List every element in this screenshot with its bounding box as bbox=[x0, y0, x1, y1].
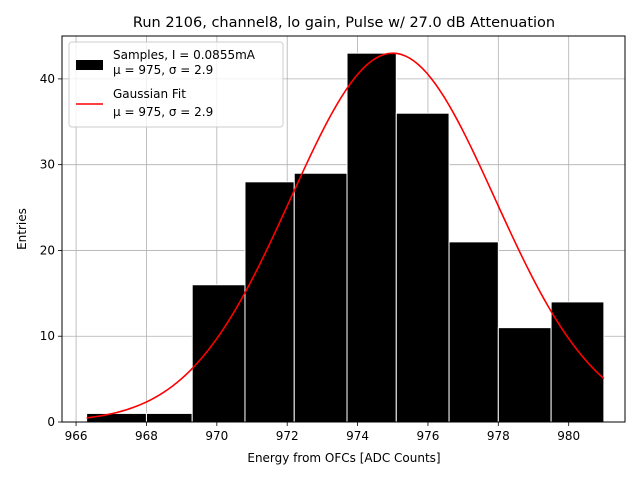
legend-box bbox=[68, 41, 284, 128]
histogram-bar bbox=[86, 412, 147, 423]
histogram-bar bbox=[550, 301, 605, 423]
plot-frame bbox=[61, 35, 626, 423]
legend: Samples, I = 0.0855mA μ = 975, σ = 2.9 G… bbox=[68, 41, 284, 128]
legend-fit-label: Gaussian Fit bbox=[113, 87, 186, 101]
histogram-bar bbox=[346, 52, 397, 423]
x-tick-label: 970 bbox=[205, 429, 228, 443]
legend-fit-sublabel: μ = 975, σ = 2.9 bbox=[113, 105, 213, 119]
legend-samples-swatch bbox=[76, 60, 103, 70]
x-tick-label: 978 bbox=[487, 429, 510, 443]
x-axis-label: Energy from OFCs [ADC Counts] bbox=[247, 451, 440, 465]
y-tick-label: 30 bbox=[40, 158, 55, 172]
x-tick-label: 972 bbox=[276, 429, 299, 443]
legend-samples-label: Samples, I = 0.0855mA bbox=[113, 48, 256, 62]
y-tick-label: 20 bbox=[40, 243, 55, 257]
histogram-bar bbox=[145, 412, 193, 423]
legend-samples-sublabel: μ = 975, σ = 2.9 bbox=[113, 63, 213, 77]
x-axis-ticks: 966 968 970 972 974 976 978 980 bbox=[65, 422, 580, 443]
histogram-bars bbox=[86, 52, 605, 423]
histogram-bar bbox=[244, 181, 295, 423]
x-tick-label: 968 bbox=[135, 429, 158, 443]
gaussian-fit-curve bbox=[86, 52, 605, 419]
histogram-bar bbox=[448, 241, 499, 423]
histogram-bar bbox=[395, 112, 450, 423]
y-tick-label: 0 bbox=[47, 415, 55, 429]
y-axis-label: Entries bbox=[15, 208, 29, 250]
chart-title: Run 2106, channel8, lo gain, Pulse w/ 27… bbox=[133, 15, 555, 31]
histogram-bar bbox=[293, 172, 348, 423]
x-tick-label: 966 bbox=[65, 429, 88, 443]
x-tick-label: 976 bbox=[416, 429, 439, 443]
y-tick-label: 40 bbox=[40, 72, 55, 86]
y-axis-ticks: 0 10 20 30 40 bbox=[40, 72, 62, 429]
y-tick-label: 10 bbox=[40, 329, 55, 343]
histogram-bar bbox=[497, 327, 552, 423]
x-tick-label: 974 bbox=[346, 429, 369, 443]
x-tick-label: 980 bbox=[557, 429, 580, 443]
